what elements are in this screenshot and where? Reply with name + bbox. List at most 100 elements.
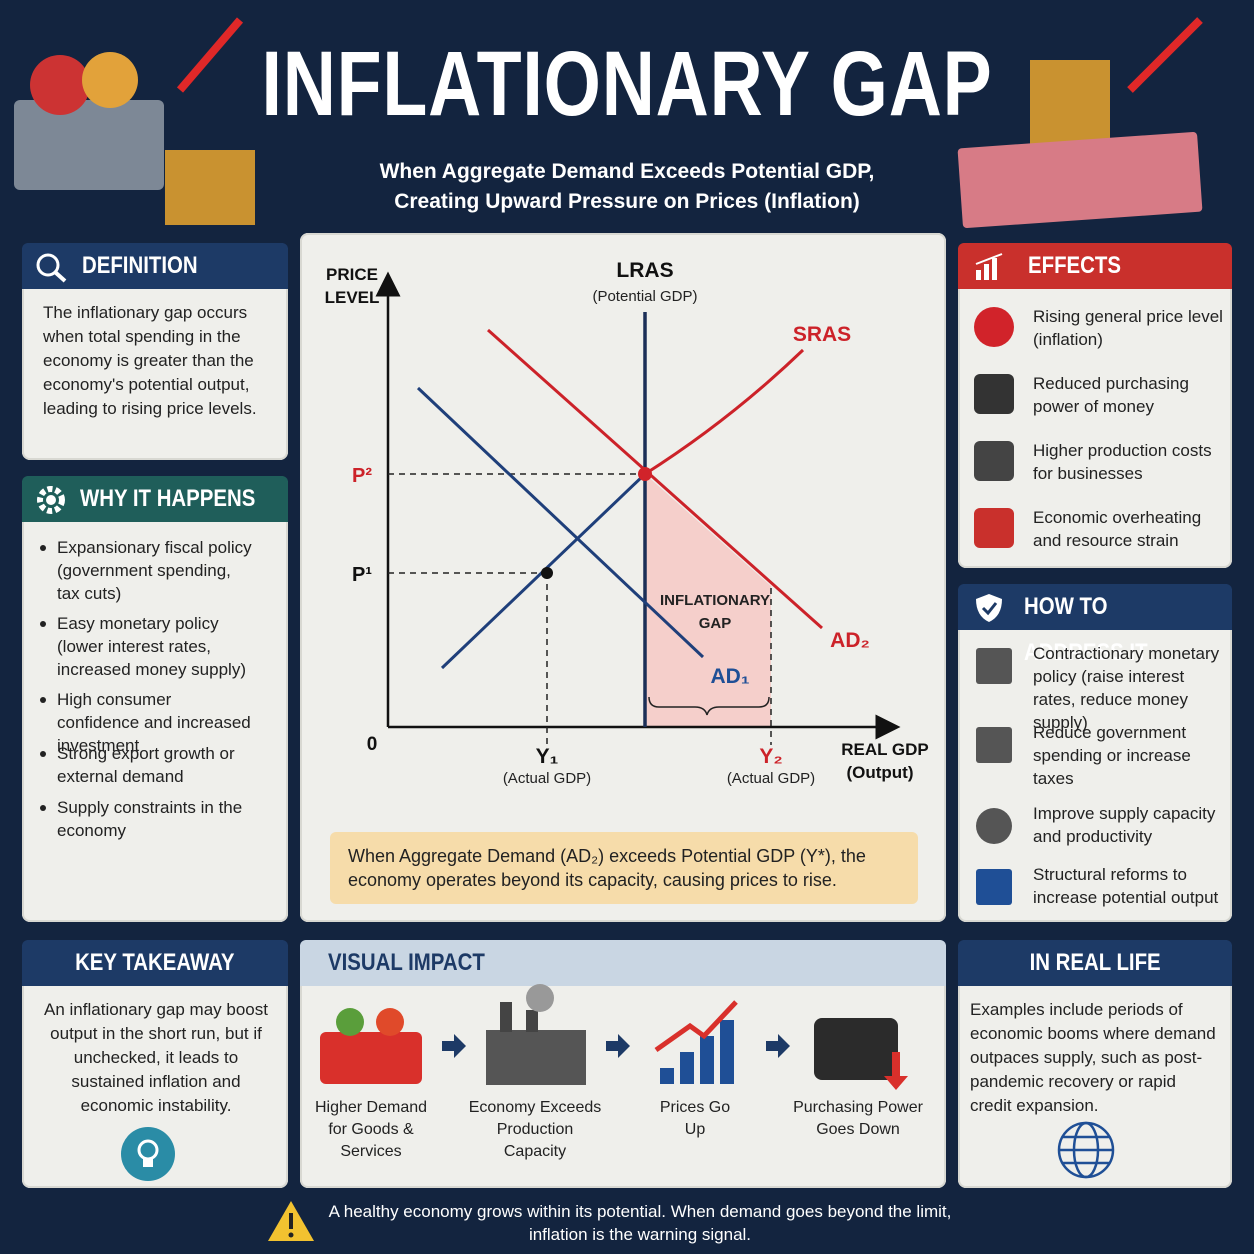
warning-icon bbox=[268, 1201, 314, 1241]
gap-label: INFLATIONARY bbox=[660, 592, 770, 609]
note-box: When Aggregate Demand (AD₂) exceeds Pote… bbox=[330, 832, 918, 904]
y-axis-label: LEVEL bbox=[325, 288, 380, 307]
visual-panel: VISUAL IMPACT Higher Demand for Goods & … bbox=[300, 940, 946, 1188]
basket-icon bbox=[320, 1032, 422, 1084]
bullet bbox=[40, 545, 46, 551]
why-item: Expansionary fiscal policy (government s… bbox=[57, 538, 252, 603]
header-decor bbox=[14, 17, 1203, 229]
footer-line: inflation is the warning signal. bbox=[528, 1225, 752, 1244]
why-item: Supply constraints in the economy bbox=[57, 798, 243, 840]
bullet bbox=[40, 697, 46, 703]
subtitle: When Aggregate Demand Exceeds Potential … bbox=[379, 160, 875, 183]
footer-text: A healthy economy grows within its poten… bbox=[300, 1200, 980, 1246]
ad1-line bbox=[416, 386, 705, 659]
definition-heading: DEFINITION bbox=[82, 252, 198, 279]
banknotes-icon bbox=[957, 131, 1203, 229]
bullet bbox=[40, 621, 46, 627]
coins-icon bbox=[165, 150, 255, 225]
effect-icon bbox=[974, 374, 1014, 414]
gap-brace bbox=[648, 696, 770, 716]
cart-icon bbox=[14, 100, 164, 190]
definition-header: DEFINITION bbox=[22, 243, 288, 289]
step-label: Purchasing Power Goes Down bbox=[793, 1099, 923, 1138]
gear-icon bbox=[37, 486, 65, 514]
arrow-icon bbox=[176, 17, 244, 93]
reallife-heading: IN REAL LIFE bbox=[1029, 949, 1161, 976]
bullet bbox=[40, 805, 46, 811]
effect-item: Rising general price level (inflation) bbox=[1033, 307, 1223, 349]
diagram-panel bbox=[300, 233, 946, 922]
effects-panel: EFFECTS Rising general price level (infl… bbox=[958, 243, 1232, 568]
lras-label: LRAS bbox=[616, 259, 673, 282]
effect-item: Reduced purchasing power of money bbox=[1033, 374, 1189, 416]
effects-header: EFFECTS bbox=[958, 243, 1232, 289]
chart-icon bbox=[975, 253, 1003, 280]
shield-icon bbox=[976, 594, 1002, 622]
bullet bbox=[40, 751, 46, 757]
address-item: Contractionary monetary policy (raise in… bbox=[1033, 644, 1220, 732]
effect-icon bbox=[974, 307, 1014, 347]
y1-note: (Actual GDP) bbox=[503, 770, 591, 787]
arrow-icon bbox=[1127, 17, 1203, 93]
p1-label: P¹ bbox=[352, 564, 372, 586]
bars-icon bbox=[660, 1020, 734, 1084]
factory-icon bbox=[486, 1030, 586, 1085]
address-item: Improve supply capacity and productivity bbox=[1033, 804, 1216, 846]
takeaway-heading: KEY TAKEAWAY bbox=[75, 949, 235, 976]
address-icon bbox=[976, 869, 1012, 905]
why-item: Easy monetary policy (lower interest rat… bbox=[57, 614, 246, 679]
why-panel: WHY IT HAPPENS Expansionary fiscal polic… bbox=[22, 476, 288, 922]
why-item: Strong export growth or external demand bbox=[57, 744, 235, 786]
address-icon bbox=[976, 808, 1012, 844]
why-header: WHY IT HAPPENS bbox=[22, 476, 288, 522]
address-panel: HOW TO ADDRESS IT Contractionary monetar… bbox=[958, 584, 1232, 922]
globe-icon bbox=[1057, 1121, 1115, 1179]
search-icon bbox=[36, 253, 67, 283]
origin-label: 0 bbox=[367, 734, 378, 755]
ad2-label: AD₂ bbox=[830, 629, 870, 652]
equilibrium-point bbox=[638, 467, 652, 481]
reallife-header: IN REAL LIFE bbox=[958, 940, 1232, 986]
produce-icon bbox=[82, 52, 138, 108]
x-axis-label: REAL GDP bbox=[841, 740, 929, 759]
effect-item: Economic overheating and resource strain bbox=[1033, 508, 1202, 550]
p2-label: P² bbox=[352, 465, 372, 487]
bulb-icon bbox=[121, 1127, 175, 1181]
why-heading: WHY IT HAPPENS bbox=[80, 485, 256, 512]
title: INFLATIONARY GAP bbox=[261, 33, 993, 135]
effects-heading: EFFECTS bbox=[1028, 252, 1121, 279]
gap-label: GAP bbox=[699, 615, 732, 632]
takeaway-panel: KEY TAKEAWAY An inflationary gap may boo… bbox=[22, 940, 288, 1188]
lras-note: (Potential GDP) bbox=[592, 288, 697, 305]
why-item: High consumer confidence and increased i… bbox=[57, 690, 251, 755]
address-header: HOW TO ADDRESS IT bbox=[958, 584, 1232, 666]
effect-icon bbox=[974, 441, 1014, 481]
visual-header: VISUAL IMPACT bbox=[300, 940, 946, 986]
step-label: Prices Go Up bbox=[659, 1099, 731, 1138]
y2-note: (Actual GDP) bbox=[727, 770, 815, 787]
reallife-text: Examples include periods of economic boo… bbox=[970, 1000, 1216, 1115]
wallet-icon bbox=[814, 1018, 898, 1080]
y2-label: Y₂ bbox=[759, 745, 782, 768]
produce-icon bbox=[30, 55, 90, 115]
ad2-line bbox=[487, 328, 823, 630]
ad1-label: AD₁ bbox=[710, 665, 749, 688]
x-axis-label: (Output) bbox=[846, 763, 913, 782]
step-label: Economy Exceeds Production Capacity bbox=[468, 1099, 602, 1160]
note-text: When Aggregate Demand (AD₂) exceeds Pote… bbox=[348, 846, 866, 890]
step-label: Higher Demand for Goods & Services bbox=[314, 1099, 428, 1160]
address-item: Reduce government spending or increase t… bbox=[1033, 723, 1191, 788]
takeaway-header: KEY TAKEAWAY bbox=[22, 940, 288, 986]
definition-text: The inflationary gap occurs when total s… bbox=[43, 303, 257, 418]
address-heading: HOW TO ADDRESS IT bbox=[1024, 593, 1148, 666]
reallife-panel: IN REAL LIFE Examples include periods of… bbox=[958, 940, 1232, 1188]
visual-heading: VISUAL IMPACT bbox=[328, 949, 485, 976]
address-icon bbox=[976, 648, 1012, 684]
y-axis-label: PRICE bbox=[326, 265, 378, 284]
sras-line-upper bbox=[644, 348, 805, 476]
address-icon bbox=[976, 727, 1012, 763]
visual-icons bbox=[320, 984, 908, 1090]
gap-area bbox=[645, 474, 771, 727]
effect-item: Higher production costs for businesses bbox=[1033, 441, 1212, 483]
